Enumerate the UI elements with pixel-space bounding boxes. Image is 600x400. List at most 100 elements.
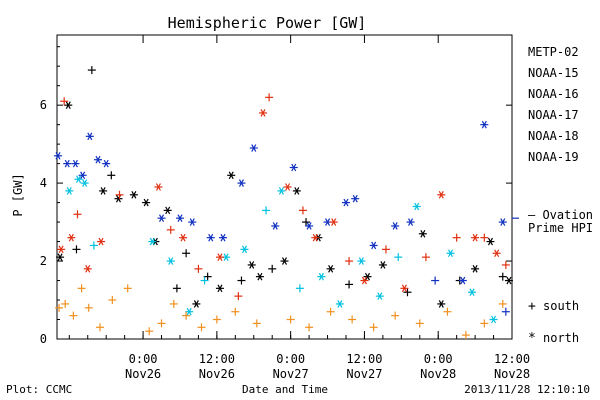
data-point [489,315,498,324]
data-point [74,175,83,184]
plot-frame [56,34,513,340]
data-point [381,245,390,254]
data-point [71,159,80,168]
data-point [375,292,384,300]
legend-entry: NOAA-19 [528,150,579,164]
data-point [421,253,430,262]
data-point [97,237,106,246]
data-point [431,276,440,285]
x-tick-label-date: Nov28 [420,367,456,381]
data-point [169,299,178,308]
data-point [166,225,175,234]
data-point [292,187,301,195]
data-point [501,260,510,269]
data-points [54,66,513,340]
data-point [437,190,446,199]
data-point [391,311,400,320]
data-point [83,265,92,273]
data-point [341,198,350,207]
data-point [129,190,138,199]
data-point [99,187,108,195]
data-point [480,233,489,242]
data-point [72,245,81,254]
data-point [56,253,65,261]
data-point [458,276,467,285]
data-point [179,233,188,242]
data-point [60,97,69,106]
data-point [249,144,258,152]
data-point [415,319,424,328]
data-point [157,214,166,222]
x-axis: 0:00Nov2612:00Nov260:00Nov2712:00Nov270:… [68,35,530,381]
footer-xlabel: Date and Time [242,383,328,396]
data-point [258,109,267,117]
data-point [305,222,314,230]
data-point [412,202,421,211]
data-point [265,93,274,102]
data-point [166,257,175,265]
data-point [406,218,415,226]
data-point [498,272,507,281]
data-point [289,163,298,172]
y-axis-label: P [GW] [11,173,25,216]
data-point [418,229,427,238]
data-point [182,249,191,258]
data-point [96,323,105,332]
data-point [84,303,93,312]
legend-entry: NOAA-18 [528,129,579,143]
data-point [492,249,501,258]
symbol-legend-mark: + [528,299,536,314]
x-tick-label-date: Nov26 [125,367,161,381]
data-point [247,261,256,269]
data-point [227,171,236,180]
data-point [403,288,412,297]
legend: METP-02 NOAA-15 NOAA-16 NOAA-17 NOAA-18 NOAA-… [528,45,579,164]
data-point [73,210,82,219]
data-point [142,198,151,207]
data-point [212,315,221,324]
legend-entry: NOAA-17 [528,108,579,122]
data-point [394,253,403,262]
data-point [200,276,209,285]
x-tick-label-time: 0:00 [129,352,158,366]
data-point [360,276,369,285]
ovation-label-line1: — Ovation [528,208,593,222]
legend-entry: METP-02 [528,45,579,59]
x-tick-label-date: Nov27 [346,367,382,381]
data-point [271,222,280,230]
data-point [78,171,87,180]
data-point [93,155,102,164]
data-point [351,194,360,203]
data-point [64,101,73,109]
symbol-legend-label: south [543,299,579,313]
footer-timestamp: 2013/11/28 12:10:10 [464,383,590,396]
data-point [231,307,240,316]
data-point [67,233,76,242]
data-point [102,159,111,168]
data-point [154,183,163,191]
symbol-legend: + south * north [528,299,579,346]
data-point [182,311,191,320]
y-tick-label: 4 [40,176,47,190]
data-point [369,241,378,250]
data-point [77,284,86,293]
data-point [317,272,326,281]
data-point [262,206,271,215]
data-point [471,265,480,273]
data-point [329,218,338,226]
data-point [345,280,354,289]
y-tick-label: 0 [40,332,47,346]
data-point [295,284,304,293]
data-point [486,237,495,246]
data-point [85,132,94,141]
data-point [123,284,132,293]
data-point [280,257,289,265]
data-point [378,261,387,269]
x-tick-label-time: 0:00 [424,352,453,366]
data-point [468,288,477,297]
data-point [54,152,63,160]
data-point [188,218,197,226]
data-point [452,233,461,242]
x-tick-label-time: 0:00 [276,352,305,366]
